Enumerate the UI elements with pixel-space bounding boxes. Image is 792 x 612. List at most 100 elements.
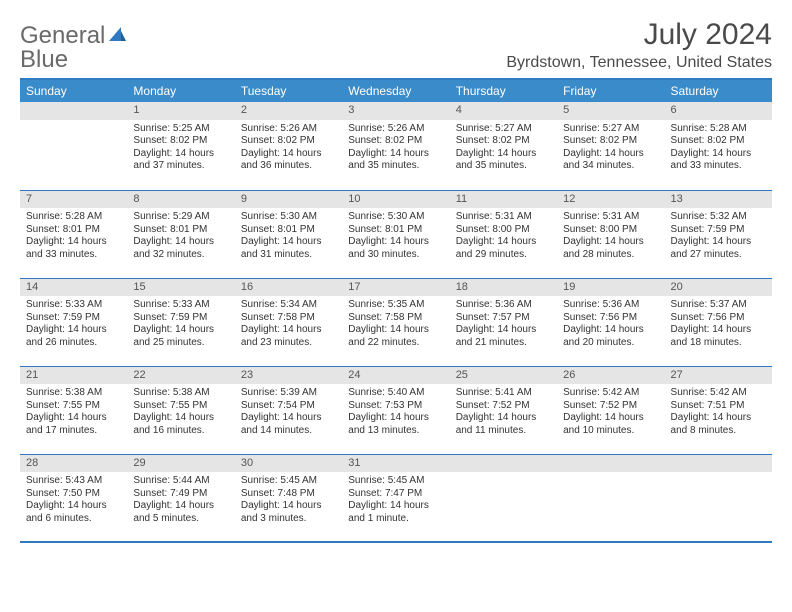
daylight-line: Daylight: 14 hours and 34 minutes. (563, 148, 658, 173)
calendar-cell: 2Sunrise: 5:26 AMSunset: 8:02 PMDaylight… (235, 102, 342, 190)
daylight-line: Daylight: 14 hours and 33 minutes. (26, 236, 121, 261)
day-number: 24 (342, 367, 449, 385)
day-content: Sunrise: 5:42 AMSunset: 7:52 PMDaylight:… (557, 384, 664, 441)
sunset-line: Sunset: 7:59 PM (671, 224, 766, 237)
day-header: Friday (557, 79, 664, 102)
sunset-line: Sunset: 7:59 PM (133, 312, 228, 325)
day-number: 10 (342, 191, 449, 209)
sunrise-line: Sunrise: 5:25 AM (133, 123, 228, 136)
day-number: 16 (235, 279, 342, 297)
day-number: 31 (342, 455, 449, 473)
daylight-line: Daylight: 14 hours and 29 minutes. (456, 236, 551, 261)
day-content: Sunrise: 5:32 AMSunset: 7:59 PMDaylight:… (665, 208, 772, 265)
day-number (20, 102, 127, 120)
sunset-line: Sunset: 8:01 PM (241, 224, 336, 237)
calendar-cell: 27Sunrise: 5:42 AMSunset: 7:51 PMDayligh… (665, 366, 772, 454)
sunrise-line: Sunrise: 5:36 AM (563, 299, 658, 312)
calendar-cell: 10Sunrise: 5:30 AMSunset: 8:01 PMDayligh… (342, 190, 449, 278)
daylight-line: Daylight: 14 hours and 31 minutes. (241, 236, 336, 261)
sunset-line: Sunset: 7:55 PM (133, 400, 228, 413)
logo-sail-icon (107, 25, 127, 43)
calendar-week: 14Sunrise: 5:33 AMSunset: 7:59 PMDayligh… (20, 278, 772, 366)
calendar-cell: 20Sunrise: 5:37 AMSunset: 7:56 PMDayligh… (665, 278, 772, 366)
day-number: 25 (450, 367, 557, 385)
sunrise-line: Sunrise: 5:42 AM (671, 387, 766, 400)
logo-text: General Blue (20, 24, 127, 72)
day-number: 5 (557, 102, 664, 120)
sunrise-line: Sunrise: 5:31 AM (456, 211, 551, 224)
daylight-line: Daylight: 14 hours and 27 minutes. (671, 236, 766, 261)
daylight-line: Daylight: 14 hours and 25 minutes. (133, 324, 228, 349)
sunset-line: Sunset: 8:02 PM (348, 135, 443, 148)
calendar-week: 7Sunrise: 5:28 AMSunset: 8:01 PMDaylight… (20, 190, 772, 278)
calendar-cell: 22Sunrise: 5:38 AMSunset: 7:55 PMDayligh… (127, 366, 234, 454)
day-number: 8 (127, 191, 234, 209)
calendar-cell (450, 454, 557, 542)
sunset-line: Sunset: 8:02 PM (133, 135, 228, 148)
calendar-cell: 26Sunrise: 5:42 AMSunset: 7:52 PMDayligh… (557, 366, 664, 454)
sunrise-line: Sunrise: 5:30 AM (348, 211, 443, 224)
sunset-line: Sunset: 7:57 PM (456, 312, 551, 325)
day-content: Sunrise: 5:27 AMSunset: 8:02 PMDaylight:… (450, 120, 557, 177)
day-content: Sunrise: 5:26 AMSunset: 8:02 PMDaylight:… (235, 120, 342, 177)
sunrise-line: Sunrise: 5:28 AM (26, 211, 121, 224)
calendar-cell: 23Sunrise: 5:39 AMSunset: 7:54 PMDayligh… (235, 366, 342, 454)
day-number: 9 (235, 191, 342, 209)
day-number: 26 (557, 367, 664, 385)
sunrise-line: Sunrise: 5:30 AM (241, 211, 336, 224)
calendar-table: SundayMondayTuesdayWednesdayThursdayFrid… (20, 78, 772, 543)
sunset-line: Sunset: 7:49 PM (133, 488, 228, 501)
sunrise-line: Sunrise: 5:26 AM (241, 123, 336, 136)
sunset-line: Sunset: 7:56 PM (563, 312, 658, 325)
calendar-week: 21Sunrise: 5:38 AMSunset: 7:55 PMDayligh… (20, 366, 772, 454)
daylight-line: Daylight: 14 hours and 23 minutes. (241, 324, 336, 349)
sunset-line: Sunset: 7:50 PM (26, 488, 121, 501)
calendar-cell: 13Sunrise: 5:32 AMSunset: 7:59 PMDayligh… (665, 190, 772, 278)
calendar-cell: 25Sunrise: 5:41 AMSunset: 7:52 PMDayligh… (450, 366, 557, 454)
day-number: 18 (450, 279, 557, 297)
daylight-line: Daylight: 14 hours and 35 minutes. (348, 148, 443, 173)
day-content: Sunrise: 5:31 AMSunset: 8:00 PMDaylight:… (450, 208, 557, 265)
daylight-line: Daylight: 14 hours and 18 minutes. (671, 324, 766, 349)
day-content: Sunrise: 5:28 AMSunset: 8:01 PMDaylight:… (20, 208, 127, 265)
day-content: Sunrise: 5:27 AMSunset: 8:02 PMDaylight:… (557, 120, 664, 177)
sunrise-line: Sunrise: 5:31 AM (563, 211, 658, 224)
sunrise-line: Sunrise: 5:26 AM (348, 123, 443, 136)
location-text: Byrdstown, Tennessee, United States (506, 54, 772, 72)
calendar-week: 28Sunrise: 5:43 AMSunset: 7:50 PMDayligh… (20, 454, 772, 542)
day-content: Sunrise: 5:40 AMSunset: 7:53 PMDaylight:… (342, 384, 449, 441)
day-content: Sunrise: 5:36 AMSunset: 7:57 PMDaylight:… (450, 296, 557, 353)
logo: General Blue (20, 24, 127, 72)
calendar-cell: 8Sunrise: 5:29 AMSunset: 8:01 PMDaylight… (127, 190, 234, 278)
day-number (665, 455, 772, 473)
day-header: Sunday (20, 79, 127, 102)
calendar-cell: 18Sunrise: 5:36 AMSunset: 7:57 PMDayligh… (450, 278, 557, 366)
day-content: Sunrise: 5:45 AMSunset: 7:47 PMDaylight:… (342, 472, 449, 529)
day-number: 12 (557, 191, 664, 209)
calendar-cell: 16Sunrise: 5:34 AMSunset: 7:58 PMDayligh… (235, 278, 342, 366)
day-content: Sunrise: 5:29 AMSunset: 8:01 PMDaylight:… (127, 208, 234, 265)
calendar-cell: 28Sunrise: 5:43 AMSunset: 7:50 PMDayligh… (20, 454, 127, 542)
day-number: 22 (127, 367, 234, 385)
day-content: Sunrise: 5:39 AMSunset: 7:54 PMDaylight:… (235, 384, 342, 441)
sunrise-line: Sunrise: 5:33 AM (26, 299, 121, 312)
calendar-week: 1Sunrise: 5:25 AMSunset: 8:02 PMDaylight… (20, 102, 772, 190)
day-number: 30 (235, 455, 342, 473)
day-content: Sunrise: 5:44 AMSunset: 7:49 PMDaylight:… (127, 472, 234, 529)
daylight-line: Daylight: 14 hours and 17 minutes. (26, 412, 121, 437)
daylight-line: Daylight: 14 hours and 8 minutes. (671, 412, 766, 437)
sunrise-line: Sunrise: 5:45 AM (241, 475, 336, 488)
calendar-cell: 7Sunrise: 5:28 AMSunset: 8:01 PMDaylight… (20, 190, 127, 278)
day-header: Thursday (450, 79, 557, 102)
calendar-cell (665, 454, 772, 542)
day-content: Sunrise: 5:31 AMSunset: 8:00 PMDaylight:… (557, 208, 664, 265)
sunrise-line: Sunrise: 5:40 AM (348, 387, 443, 400)
sunrise-line: Sunrise: 5:36 AM (456, 299, 551, 312)
daylight-line: Daylight: 14 hours and 32 minutes. (133, 236, 228, 261)
sunset-line: Sunset: 8:02 PM (671, 135, 766, 148)
daylight-line: Daylight: 14 hours and 16 minutes. (133, 412, 228, 437)
day-number (557, 455, 664, 473)
day-content: Sunrise: 5:25 AMSunset: 8:02 PMDaylight:… (127, 120, 234, 177)
daylight-line: Daylight: 14 hours and 33 minutes. (671, 148, 766, 173)
calendar-cell: 9 Sunrise: 5:30 AMSunset: 8:01 PMDaylight… (235, 190, 342, 278)
